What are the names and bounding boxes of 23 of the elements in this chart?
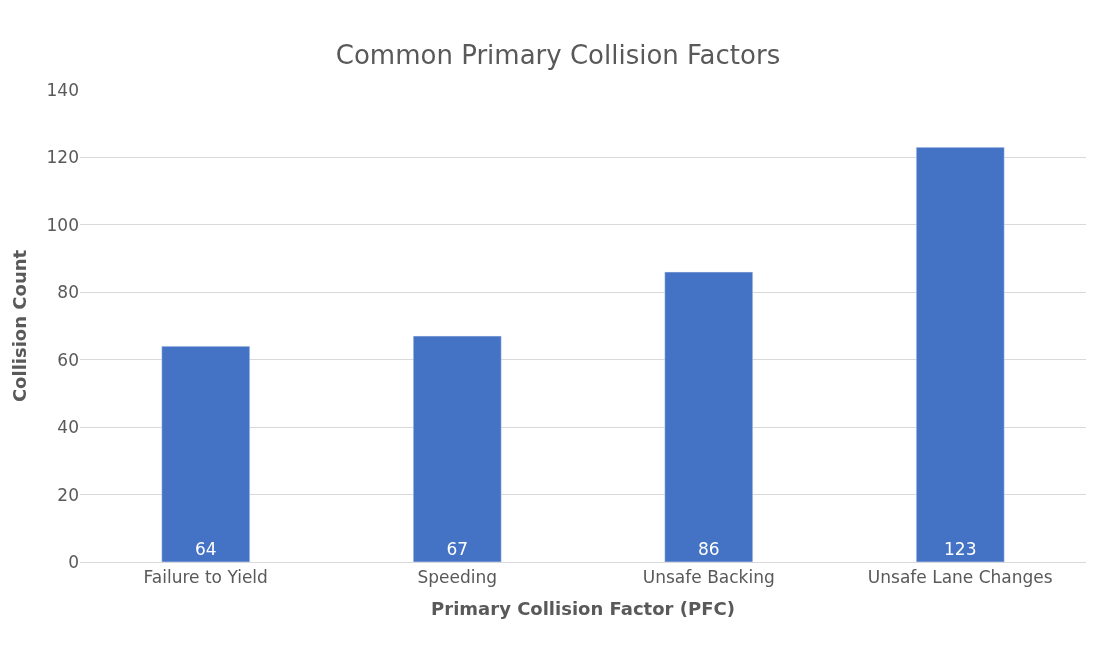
bar <box>161 345 251 562</box>
y-tick-label: 80 <box>57 282 79 303</box>
y-tick-label: 140 <box>46 79 79 100</box>
y-tick-label: 0 <box>68 551 79 572</box>
x-axis-title: Primary Collision Factor (PFC) <box>431 597 735 619</box>
data-label: 64 <box>194 539 217 559</box>
y-axis-title: Collision Count <box>8 249 30 403</box>
y-tick-label: 20 <box>57 484 79 505</box>
x-tick-label: Unsafe Backing <box>642 567 775 588</box>
y-tick-label: 120 <box>46 147 79 168</box>
data-label: 123 <box>944 539 977 559</box>
y-tick-label: 40 <box>57 417 79 438</box>
x-tick-label: Failure to Yield <box>143 567 268 588</box>
bar <box>412 335 502 562</box>
bar <box>664 271 754 562</box>
data-label: 67 <box>446 539 469 559</box>
y-tick-label: 100 <box>46 214 79 235</box>
y-tick-label: 60 <box>57 349 79 370</box>
data-label: 86 <box>697 539 720 559</box>
x-tick-label: Unsafe Lane Changes <box>867 567 1053 588</box>
chart-title: Common Primary Collision Factors <box>335 39 781 70</box>
x-tick-label: Speeding <box>417 567 498 588</box>
bar <box>915 147 1005 562</box>
